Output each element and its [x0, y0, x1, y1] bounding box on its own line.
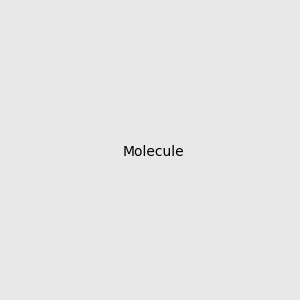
Text: Molecule: Molecule [123, 145, 184, 158]
